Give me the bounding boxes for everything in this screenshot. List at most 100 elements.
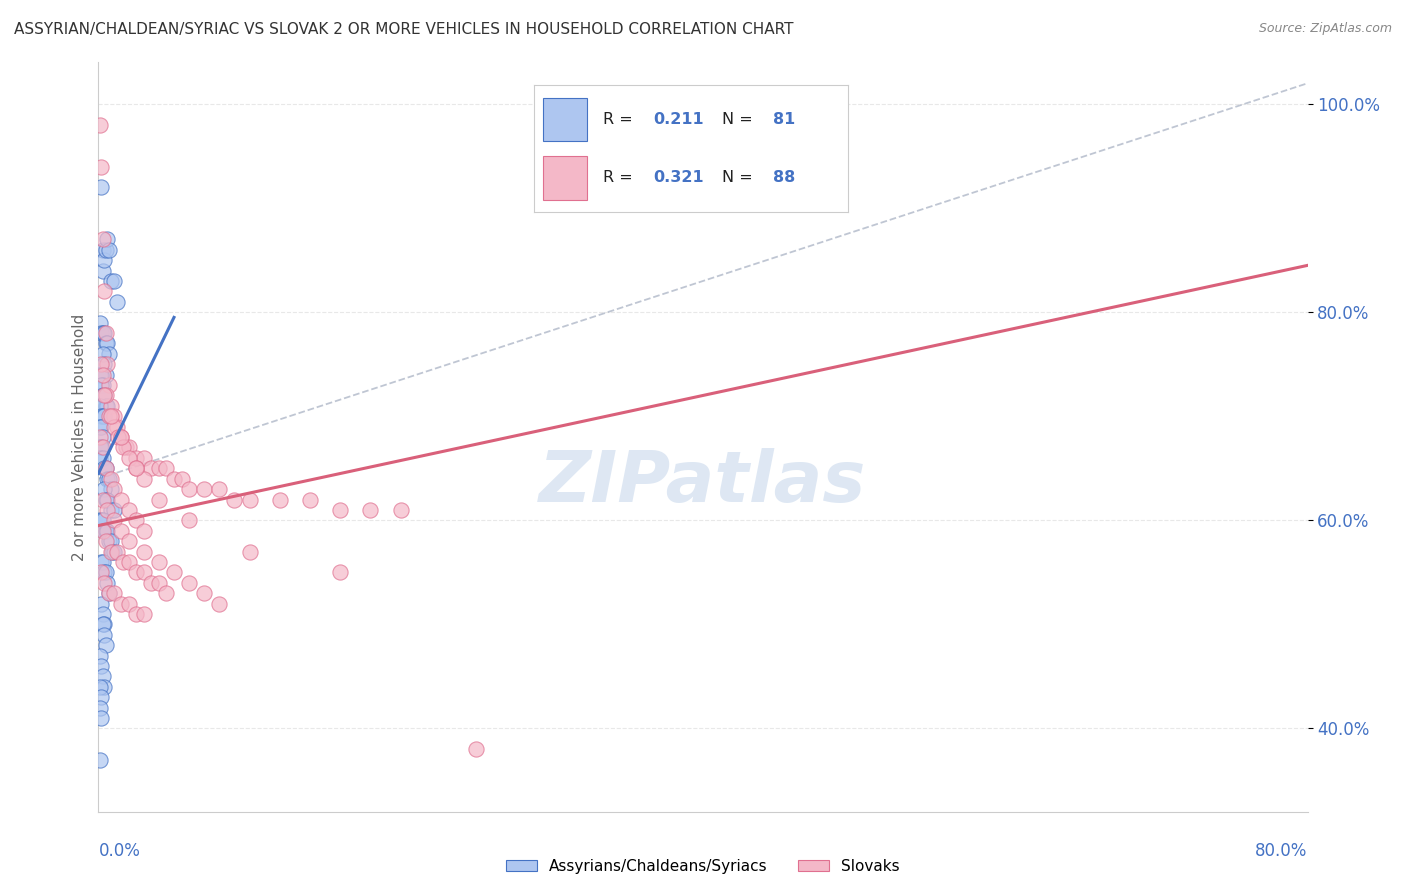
Point: [91, 607, 114, 621]
Point: [89, 648, 111, 663]
Point: [93, 285, 115, 299]
Point: [125, 450, 148, 465]
Point: [96, 232, 118, 246]
Point: [103, 482, 125, 496]
Point: [103, 274, 125, 288]
Point: [90, 409, 112, 424]
Point: [269, 492, 291, 507]
Point: [132, 607, 155, 621]
Point: [110, 430, 132, 444]
Point: [93, 409, 115, 424]
Point: [163, 566, 186, 580]
Point: [224, 492, 246, 507]
Point: [94, 461, 117, 475]
Point: [91, 263, 114, 277]
Point: [132, 472, 155, 486]
Point: [103, 419, 125, 434]
Point: [132, 450, 155, 465]
Point: [89, 700, 111, 714]
Point: [91, 513, 114, 527]
Point: [105, 544, 128, 558]
Point: [179, 513, 201, 527]
Point: [90, 326, 112, 340]
Point: [98, 534, 121, 549]
Point: [96, 492, 118, 507]
Point: [91, 326, 114, 340]
Point: [118, 503, 141, 517]
Point: [91, 243, 114, 257]
Point: [125, 461, 148, 475]
Point: [90, 378, 112, 392]
Text: ASSYRIAN/CHALDEAN/SYRIAC VS SLOVAK 2 OR MORE VEHICLES IN HOUSEHOLD CORRELATION C: ASSYRIAN/CHALDEAN/SYRIAC VS SLOVAK 2 OR …: [14, 22, 793, 37]
Point: [90, 597, 112, 611]
Point: [89, 316, 111, 330]
Point: [465, 742, 488, 756]
Point: [96, 524, 118, 538]
Point: [110, 524, 132, 538]
Point: [103, 503, 125, 517]
Point: [111, 555, 134, 569]
Point: [89, 441, 111, 455]
Point: [114, 441, 136, 455]
Point: [110, 492, 132, 507]
Point: [94, 388, 117, 402]
Point: [100, 503, 122, 517]
Point: [94, 534, 117, 549]
Point: [93, 628, 115, 642]
Point: [193, 482, 215, 496]
Point: [118, 555, 141, 569]
Point: [93, 357, 115, 371]
Point: [98, 378, 121, 392]
Point: [148, 575, 170, 590]
Point: [98, 243, 121, 257]
Point: [389, 503, 412, 517]
Point: [93, 253, 115, 268]
Point: [96, 503, 118, 517]
Point: [90, 368, 112, 382]
Point: [132, 524, 155, 538]
Point: [103, 586, 125, 600]
Point: [94, 243, 117, 257]
Point: [91, 409, 114, 424]
Point: [89, 450, 111, 465]
Point: [98, 472, 121, 486]
Point: [299, 492, 322, 507]
Point: [93, 482, 115, 496]
Point: [91, 378, 114, 392]
Point: [96, 357, 118, 371]
Point: [118, 441, 141, 455]
Point: [100, 409, 122, 424]
Point: [239, 492, 262, 507]
Point: [89, 680, 111, 694]
Point: [132, 544, 155, 558]
Point: [89, 753, 111, 767]
Point: [329, 503, 352, 517]
Point: [89, 430, 111, 444]
Point: [94, 326, 117, 340]
Point: [89, 368, 111, 382]
Point: [100, 399, 122, 413]
Point: [125, 513, 148, 527]
Point: [91, 441, 114, 455]
Y-axis label: 2 or more Vehicles in Household: 2 or more Vehicles in Household: [72, 313, 87, 561]
Point: [100, 544, 122, 558]
Point: [163, 472, 186, 486]
Point: [148, 492, 170, 507]
Point: [90, 419, 112, 434]
Point: [208, 597, 231, 611]
Point: [94, 336, 117, 351]
Point: [89, 419, 111, 434]
Point: [155, 461, 177, 475]
Point: [93, 461, 115, 475]
Point: [103, 544, 125, 558]
Point: [98, 586, 121, 600]
Point: [132, 566, 155, 580]
Point: [103, 409, 125, 424]
Text: 0.0%: 0.0%: [98, 842, 141, 860]
Point: [90, 566, 112, 580]
Text: ZIPatlas: ZIPatlas: [540, 448, 866, 516]
Point: [141, 575, 163, 590]
Point: [329, 566, 352, 580]
Point: [125, 566, 148, 580]
Point: [89, 118, 111, 132]
